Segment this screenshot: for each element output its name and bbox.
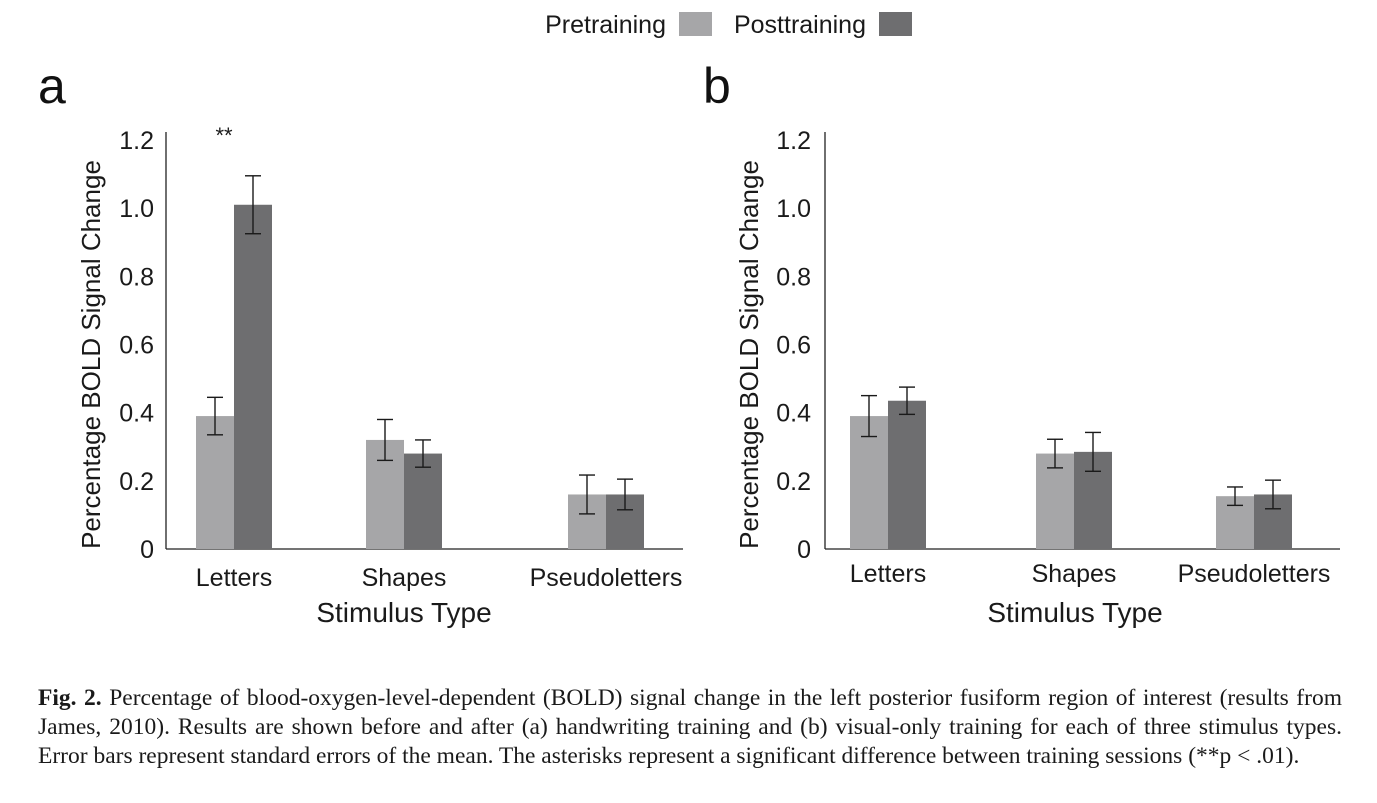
bar-posttraining-shapes — [404, 453, 442, 549]
bar-pretraining-shapes — [1036, 453, 1074, 549]
legend-swatch-posttraining — [879, 12, 912, 36]
x-tick-label-letters: Letters — [850, 560, 926, 588]
bar-pretraining-letters — [196, 416, 234, 549]
legend-label-posttraining: Posttraining — [734, 11, 866, 39]
panel-label-b: b — [703, 58, 731, 114]
y-tick-label: 0.2 — [776, 468, 811, 496]
y-tick-label: 0.8 — [776, 263, 811, 291]
x-axis-label: Stimulus Type — [987, 597, 1162, 628]
y-tick-label: 1.0 — [119, 195, 154, 223]
x-tick-label-pseudoletters: Pseudoletters — [530, 564, 683, 592]
legend-label-pretraining: Pretraining — [545, 11, 666, 39]
y-axis-label: Percentage BOLD Signal Change — [734, 160, 764, 549]
legend-swatch-pretraining — [679, 12, 712, 36]
y-tick-label: 0.8 — [119, 263, 154, 291]
y-tick-label: 0.6 — [776, 332, 811, 360]
x-tick-label-shapes: Shapes — [362, 564, 447, 592]
x-tick-label-shapes: Shapes — [1032, 560, 1117, 588]
y-tick-label: 1.0 — [776, 195, 811, 223]
y-tick-label: 0.2 — [119, 468, 154, 496]
panel-label-a: a — [38, 58, 66, 114]
bar-posttraining-letters — [234, 204, 272, 549]
y-tick-label: 0.6 — [119, 332, 154, 360]
caption-label: Fig. 2. — [38, 684, 102, 711]
charts-svg: Pretraining Posttraining a 0 0.2 0.4 0.6 0.8 1.0… — [38, 11, 1340, 628]
x-tick-label-letters: Letters — [196, 564, 272, 592]
figure-charts: Pretraining Posttraining a 0 0.2 0.4 0.6 0.8 1.0… — [38, 11, 1340, 628]
figure-caption: Fig. 2. Percentage of blood-oxygen-level… — [38, 684, 1342, 771]
y-tick-label: 0 — [797, 536, 811, 564]
bar-posttraining-letters — [888, 400, 926, 549]
x-axis-label: Stimulus Type — [316, 597, 491, 628]
y-tick-label: 0 — [140, 536, 154, 564]
caption-text: Percentage of blood-oxygen-level-depende… — [38, 684, 1342, 769]
y-tick-label: 0.4 — [776, 400, 811, 428]
y-tick-label: 0.4 — [119, 400, 154, 428]
x-tick-label-pseudoletters: Pseudoletters — [1178, 560, 1331, 588]
bar-pretraining-letters — [850, 416, 888, 549]
y-axis-label: Percentage BOLD Signal Change — [76, 160, 106, 549]
y-tick-label: 1.2 — [776, 127, 811, 155]
y-tick-label: 1.2 — [119, 127, 154, 155]
significance-annotation: ** — [215, 123, 233, 148]
